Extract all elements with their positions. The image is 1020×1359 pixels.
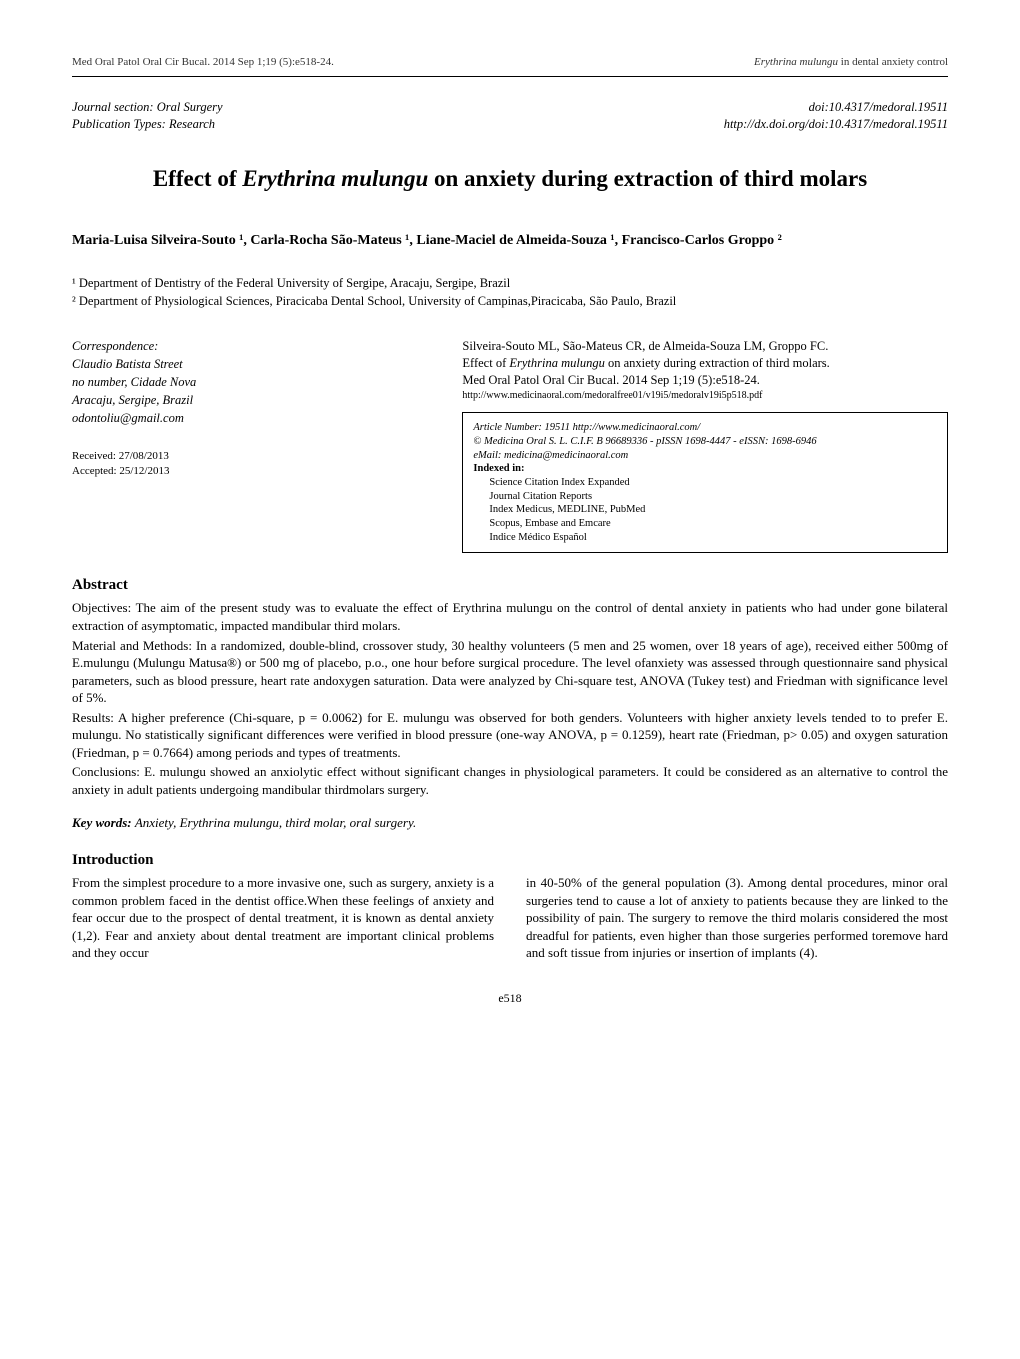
right-column: Silveira-Souto ML, São-Mateus CR, de Alm… bbox=[462, 338, 948, 553]
header-right-ital: Erythrina mulungu bbox=[754, 56, 838, 68]
index-item-3: Index Medicus, MEDLINE, PubMed bbox=[473, 503, 937, 517]
correspondence-block: Correspondence: Claudio Batista Street n… bbox=[72, 338, 422, 426]
abstract-p1: Objectives: The aim of the present study… bbox=[72, 599, 948, 634]
title-pre: Effect of bbox=[153, 166, 242, 191]
citation-line-3: Med Oral Patol Oral Cir Bucal. 2014 Sep … bbox=[462, 372, 948, 389]
corr-line-1: Claudio Batista Street bbox=[72, 356, 422, 373]
keywords-label: Key words: bbox=[72, 815, 135, 830]
intro-col-2: in 40-50% of the general population (3).… bbox=[526, 874, 948, 962]
index-item-1: Science Citation Index Expanded bbox=[473, 476, 937, 490]
header-right-rest: in dental anxiety control bbox=[838, 56, 948, 68]
left-column: Correspondence: Claudio Batista Street n… bbox=[72, 338, 422, 553]
journal-section: Journal section: Oral Surgery bbox=[72, 99, 223, 116]
abstract-body: Objectives: The aim of the present study… bbox=[72, 599, 948, 798]
corr-line-2: no number, Cidade Nova bbox=[72, 374, 422, 391]
header-left: Med Oral Patol Oral Cir Bucal. 2014 Sep … bbox=[72, 55, 334, 70]
header-right: Erythrina mulungu in dental anxiety cont… bbox=[754, 55, 948, 70]
citation-url: http://www.medicinaoral.com/medoralfree0… bbox=[462, 389, 948, 403]
citation-line-2: Effect of Erythrina mulungu on anxiety d… bbox=[462, 355, 948, 372]
accepted-date: Accepted: 25/12/2013 bbox=[72, 464, 422, 479]
correspondence-citation-row: Correspondence: Claudio Batista Street n… bbox=[72, 338, 948, 553]
email-line: eMail: medicina@medicinaoral.com bbox=[473, 449, 937, 463]
journal-right: doi:10.4317/medoral.19511 http://dx.doi.… bbox=[724, 99, 948, 133]
header-rule bbox=[72, 76, 948, 77]
abstract-p2: Material and Methods: In a randomized, d… bbox=[72, 637, 948, 707]
correspondence-label: Correspondence: bbox=[72, 338, 422, 355]
index-item-2: Journal Citation Reports bbox=[473, 490, 937, 504]
intro-heading: Introduction bbox=[72, 850, 948, 870]
citation-block: Silveira-Souto ML, São-Mateus CR, de Alm… bbox=[462, 338, 948, 402]
article-title: Effect of Erythrina mulungu on anxiety d… bbox=[72, 163, 948, 194]
page-number: e518 bbox=[72, 990, 948, 1006]
affiliations: ¹ Department of Dentistry of the Federal… bbox=[72, 275, 948, 311]
citation-line-1: Silveira-Souto ML, São-Mateus CR, de Alm… bbox=[462, 338, 948, 355]
copyright-line: © Medicina Oral S. L. C.I.F. B 96689336 … bbox=[473, 435, 937, 449]
received-date: Received: 27/08/2013 bbox=[72, 449, 422, 464]
index-item-4: Scopus, Embase and Emcare bbox=[473, 517, 937, 531]
abstract-p3: Results: A higher preference (Chi-square… bbox=[72, 709, 948, 762]
authors: Maria-Luisa Silveira-Souto ¹, Carla-Roch… bbox=[72, 232, 948, 251]
abstract-heading: Abstract bbox=[72, 575, 948, 595]
title-ital: Erythrina mulungu bbox=[242, 166, 428, 191]
index-item-5: Indice Médico Español bbox=[473, 531, 937, 545]
indexed-label: Indexed in: bbox=[473, 462, 937, 476]
title-post: on anxiety during extraction of third mo… bbox=[428, 166, 867, 191]
corr-line-3: Aracaju, Sergipe, Brazil bbox=[72, 392, 422, 409]
index-box: Article Number: 19511 http://www.medicin… bbox=[462, 412, 948, 553]
cite2-ital: Erythrina mulungu bbox=[509, 356, 604, 370]
cite2-post: on anxiety during extraction of third mo… bbox=[605, 356, 830, 370]
intro-columns: From the simplest procedure to a more in… bbox=[72, 874, 948, 962]
journal-block: Journal section: Oral Surgery Publicatio… bbox=[72, 99, 948, 133]
journal-pubtype: Publication Types: Research bbox=[72, 116, 223, 133]
doi: doi:10.4317/medoral.19511 bbox=[724, 99, 948, 116]
affiliation-1: ¹ Department of Dentistry of the Federal… bbox=[72, 275, 948, 292]
journal-left: Journal section: Oral Surgery Publicatio… bbox=[72, 99, 223, 133]
keywords: Key words: Anxiety, Erythrina mulungu, t… bbox=[72, 814, 948, 832]
affiliation-2: ² Department of Physiological Sciences, … bbox=[72, 293, 948, 310]
intro-col-1: From the simplest procedure to a more in… bbox=[72, 874, 494, 962]
corr-line-4: odontoliu@gmail.com bbox=[72, 410, 422, 427]
running-header: Med Oral Patol Oral Cir Bucal. 2014 Sep … bbox=[72, 55, 948, 70]
keywords-values: Anxiety, Erythrina mulungu, third molar,… bbox=[135, 815, 416, 830]
dates-block: Received: 27/08/2013 Accepted: 25/12/201… bbox=[72, 449, 422, 479]
abstract-p4: Conclusions: E. mulungu showed an anxiol… bbox=[72, 763, 948, 798]
doi-url: http://dx.doi.org/doi:10.4317/medoral.19… bbox=[724, 116, 948, 133]
cite2-pre: Effect of bbox=[462, 356, 509, 370]
article-number: Article Number: 19511 http://www.medicin… bbox=[473, 421, 937, 435]
